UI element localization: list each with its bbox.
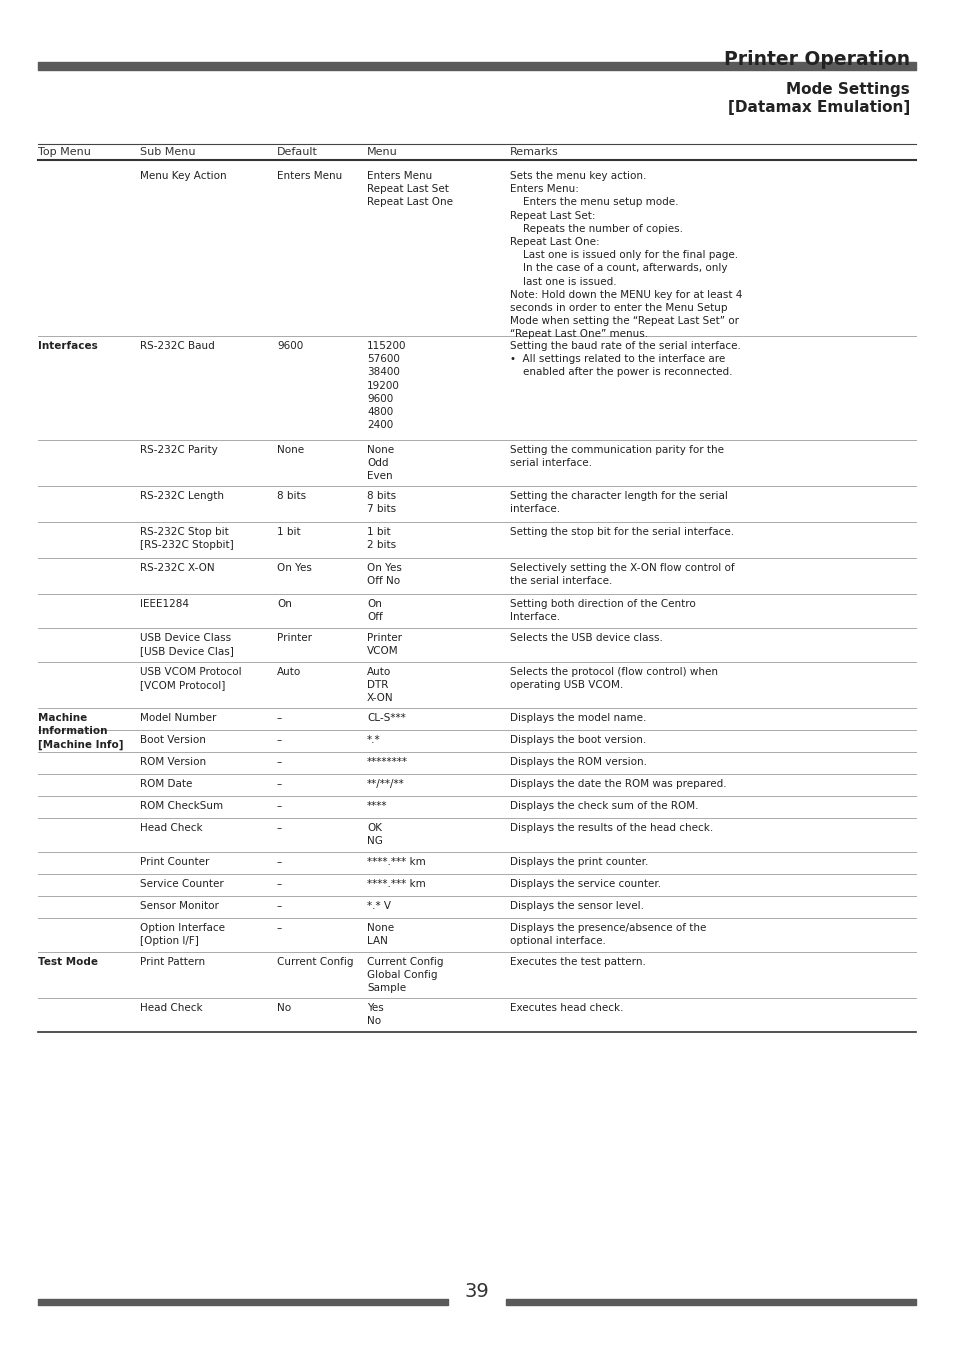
Text: Menu Key Action: Menu Key Action	[140, 171, 227, 181]
Text: Displays the print counter.: Displays the print counter.	[510, 857, 648, 867]
Text: RS-232C Parity: RS-232C Parity	[140, 445, 217, 456]
Text: Displays the model name.: Displays the model name.	[510, 713, 646, 723]
Text: Displays the boot version.: Displays the boot version.	[510, 735, 645, 745]
Text: Displays the service counter.: Displays the service counter.	[510, 879, 660, 888]
Text: Boot Version: Boot Version	[140, 735, 206, 745]
Text: Head Check: Head Check	[140, 1003, 202, 1012]
Text: –: –	[276, 801, 282, 811]
Text: 39: 39	[464, 1282, 489, 1301]
Text: Selects the USB device class.: Selects the USB device class.	[510, 634, 662, 643]
Text: Auto
DTR
X-ON: Auto DTR X-ON	[367, 667, 394, 704]
Text: Setting the character length for the serial
interface.: Setting the character length for the ser…	[510, 491, 727, 514]
Text: Setting both direction of the Centro
Interface.: Setting both direction of the Centro Int…	[510, 599, 695, 623]
Text: ****.*** km: ****.*** km	[367, 857, 425, 867]
Text: –: –	[276, 758, 282, 767]
Text: RS-232C Baud: RS-232C Baud	[140, 341, 214, 350]
Text: Current Config: Current Config	[276, 957, 354, 967]
Text: ****.*** km: ****.*** km	[367, 879, 425, 888]
Text: Interfaces: Interfaces	[38, 341, 97, 350]
Text: ********: ********	[367, 758, 408, 767]
Text: –: –	[276, 900, 282, 911]
Text: USB Device Class
[USB Device Clas]: USB Device Class [USB Device Clas]	[140, 634, 233, 656]
Text: Print Pattern: Print Pattern	[140, 957, 205, 967]
Text: [Datamax Emulation]: [Datamax Emulation]	[727, 100, 909, 115]
Text: Auto: Auto	[276, 667, 301, 677]
Text: USB VCOM Protocol
[VCOM Protocol]: USB VCOM Protocol [VCOM Protocol]	[140, 667, 241, 690]
Text: On Yes: On Yes	[276, 563, 312, 573]
Text: Current Config
Global Config
Sample: Current Config Global Config Sample	[367, 957, 443, 993]
Text: On
Off: On Off	[367, 599, 382, 623]
Text: ****: ****	[367, 801, 387, 811]
Text: Executes the test pattern.: Executes the test pattern.	[510, 957, 645, 967]
Text: RS-232C X-ON: RS-232C X-ON	[140, 563, 214, 573]
Text: 9600: 9600	[276, 341, 303, 350]
Text: Model Number: Model Number	[140, 713, 216, 723]
Text: *.*: *.*	[367, 735, 380, 745]
Text: Default: Default	[276, 147, 317, 156]
Text: Top Menu: Top Menu	[38, 147, 91, 156]
Text: Menu: Menu	[367, 147, 397, 156]
Text: Selectively setting the X-ON flow control of
the serial interface.: Selectively setting the X-ON flow contro…	[510, 563, 734, 586]
Text: ROM Date: ROM Date	[140, 779, 193, 789]
Text: 1 bit
2 bits: 1 bit 2 bits	[367, 527, 395, 550]
Text: Enters Menu: Enters Menu	[276, 171, 342, 181]
Text: –: –	[276, 824, 282, 833]
Text: **/**/**: **/**/**	[367, 779, 404, 789]
Text: Print Counter: Print Counter	[140, 857, 209, 867]
Text: Machine
Information
[Machine Info]: Machine Information [Machine Info]	[38, 713, 123, 749]
Text: 8 bits: 8 bits	[276, 491, 306, 501]
Text: 1 bit: 1 bit	[276, 527, 300, 537]
Text: Displays the ROM version.: Displays the ROM version.	[510, 758, 646, 767]
Text: Sub Menu: Sub Menu	[140, 147, 195, 156]
Text: On: On	[276, 599, 292, 609]
Text: Displays the presence/absence of the
optional interface.: Displays the presence/absence of the opt…	[510, 923, 705, 946]
Text: Head Check: Head Check	[140, 824, 202, 833]
Text: *.* V: *.* V	[367, 900, 391, 911]
Text: –: –	[276, 735, 282, 745]
Text: –: –	[276, 779, 282, 789]
Text: Yes
No: Yes No	[367, 1003, 383, 1026]
Text: OK
NG: OK NG	[367, 824, 382, 847]
Text: 8 bits
7 bits: 8 bits 7 bits	[367, 491, 395, 514]
Text: –: –	[276, 879, 282, 888]
Text: Printer: Printer	[276, 634, 312, 643]
Text: 115200
57600
38400
19200
9600
4800
2400: 115200 57600 38400 19200 9600 4800 2400	[367, 341, 406, 430]
Text: Displays the check sum of the ROM.: Displays the check sum of the ROM.	[510, 801, 698, 811]
Text: On Yes
Off No: On Yes Off No	[367, 563, 401, 586]
Text: Printer Operation: Printer Operation	[723, 50, 909, 69]
Text: CL-S***: CL-S***	[367, 713, 405, 723]
Text: Option Interface
[Option I/F]: Option Interface [Option I/F]	[140, 923, 225, 946]
Text: Setting the communication parity for the
serial interface.: Setting the communication parity for the…	[510, 445, 723, 468]
Text: ROM CheckSum: ROM CheckSum	[140, 801, 223, 811]
Text: Setting the baud rate of the serial interface.
•  All settings related to the in: Setting the baud rate of the serial inte…	[510, 341, 740, 377]
Text: Enters Menu
Repeat Last Set
Repeat Last One: Enters Menu Repeat Last Set Repeat Last …	[367, 171, 453, 208]
Text: IEEE1284: IEEE1284	[140, 599, 189, 609]
Text: –: –	[276, 857, 282, 867]
Text: –: –	[276, 923, 282, 933]
Text: Displays the date the ROM was prepared.: Displays the date the ROM was prepared.	[510, 779, 726, 789]
Text: None
Odd
Even: None Odd Even	[367, 445, 394, 481]
Text: Selects the protocol (flow control) when
operating USB VCOM.: Selects the protocol (flow control) when…	[510, 667, 718, 690]
Text: Sensor Monitor: Sensor Monitor	[140, 900, 218, 911]
Text: Executes head check.: Executes head check.	[510, 1003, 623, 1012]
Text: Printer
VCOM: Printer VCOM	[367, 634, 401, 656]
Text: Test Mode: Test Mode	[38, 957, 98, 967]
Text: Displays the sensor level.: Displays the sensor level.	[510, 900, 643, 911]
Text: Sets the menu key action.
Enters Menu:
    Enters the menu setup mode.
Repeat La: Sets the menu key action. Enters Menu: E…	[510, 171, 741, 340]
Text: Remarks: Remarks	[510, 147, 558, 156]
Text: No: No	[276, 1003, 291, 1012]
Text: RS-232C Length: RS-232C Length	[140, 491, 224, 501]
Text: –: –	[276, 713, 282, 723]
Text: Service Counter: Service Counter	[140, 879, 224, 888]
Text: ROM Version: ROM Version	[140, 758, 206, 767]
Text: Mode Settings: Mode Settings	[785, 82, 909, 97]
Text: None: None	[276, 445, 304, 456]
Text: Setting the stop bit for the serial interface.: Setting the stop bit for the serial inte…	[510, 527, 734, 537]
Text: Displays the results of the head check.: Displays the results of the head check.	[510, 824, 713, 833]
Text: None
LAN: None LAN	[367, 923, 394, 946]
Text: RS-232C Stop bit
[RS-232C Stopbit]: RS-232C Stop bit [RS-232C Stopbit]	[140, 527, 233, 550]
